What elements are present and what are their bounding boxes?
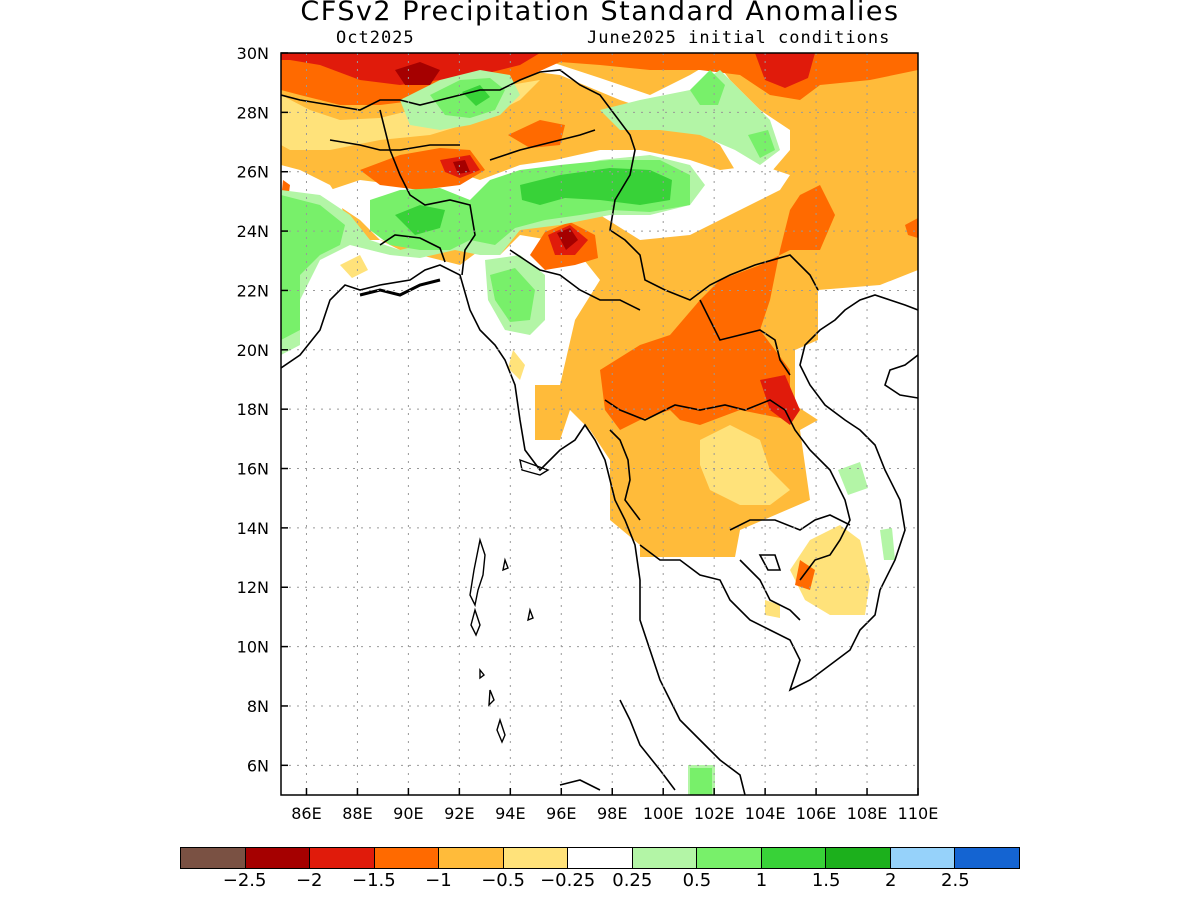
legend-swatch — [439, 848, 504, 868]
lon-tick-label: 86E — [291, 804, 321, 823]
legend-label: −2.5 — [222, 870, 267, 891]
legend-swatch — [568, 848, 633, 868]
legend-label: −0.25 — [540, 870, 596, 891]
lat-tick-label: 10N — [237, 638, 269, 657]
legend-swatch — [503, 848, 569, 868]
legend-label: 1.5 — [811, 870, 841, 891]
lon-tick-label: 98E — [597, 804, 627, 823]
legend-swatch — [697, 848, 762, 868]
legend-label: 1 — [755, 870, 768, 891]
legend-swatch — [632, 848, 698, 868]
delta-coast — [359, 278, 441, 297]
legend-swatch — [826, 848, 891, 868]
lon-tick-label: 90E — [393, 804, 423, 823]
lon-tick-label: 104E — [745, 804, 786, 823]
anomaly-shading — [281, 53, 918, 795]
legend-swatch — [890, 848, 956, 868]
legend-label: 0.5 — [682, 870, 712, 891]
lon-tick-label: 88E — [342, 804, 372, 823]
legend-swatch — [310, 848, 375, 868]
lon-tick-label: 96E — [546, 804, 576, 823]
map-frame — [280, 52, 919, 796]
lon-tick-label: 92E — [444, 804, 474, 823]
forecast-month: Oct2025 — [336, 28, 415, 48]
lon-tick-label: 108E — [847, 804, 888, 823]
legend-label: −1 — [425, 870, 452, 891]
color-legend — [180, 847, 1020, 869]
legend-label: −2 — [295, 870, 323, 891]
lat-tick-label: 24N — [237, 222, 269, 241]
lat-tick-label: 8N — [247, 697, 269, 716]
legend-label: 2.5 — [941, 870, 970, 891]
initial-conditions-label: June2025 initial conditions — [587, 28, 891, 48]
lon-tick-label: 94E — [495, 804, 525, 823]
legend-swatch — [181, 848, 246, 868]
islands — [469, 458, 550, 744]
lat-tick-label: 6N — [247, 756, 269, 775]
lat-tick-label: 12N — [237, 578, 269, 597]
legend-label: 0.25 — [612, 870, 653, 891]
lat-tick-label: 28N — [237, 103, 269, 122]
lat-tick-label: 22N — [237, 281, 269, 300]
lat-tick-label: 14N — [237, 519, 269, 538]
legend-label: 2 — [885, 870, 897, 891]
lat-tick-label: 16N — [237, 460, 269, 479]
legend-label: −1.5 — [351, 870, 396, 891]
lon-tick-label: 102E — [694, 804, 735, 823]
legend-label: −0.5 — [481, 870, 525, 891]
latitude-axis: 30N 28N 26N 24N 22N 20N 18N 16N 14N 12N 10N 8N 6N — [237, 44, 288, 775]
lat-tick-label: 18N — [237, 400, 269, 419]
map-title: CFSv2 Precipitation Standard Anomalies — [300, 0, 900, 27]
legend-swatch — [374, 848, 440, 868]
legend-swatch — [245, 848, 311, 868]
legend-swatch — [955, 848, 1019, 868]
coastline-borders — [281, 69, 918, 795]
lat-tick-label: 20N — [237, 341, 269, 360]
lon-tick-label: 110E — [898, 804, 939, 823]
legend-swatch — [761, 848, 827, 868]
lat-tick-label: 30N — [237, 44, 269, 63]
lon-tick-label: 100E — [643, 804, 684, 823]
lat-tick-label: 26N — [237, 163, 269, 182]
lon-tick-label: 106E — [796, 804, 837, 823]
longitude-axis: 86E 88E 90E 92E 94E 96E 98E 100E 102E 104E 106E 108… — [291, 788, 938, 823]
